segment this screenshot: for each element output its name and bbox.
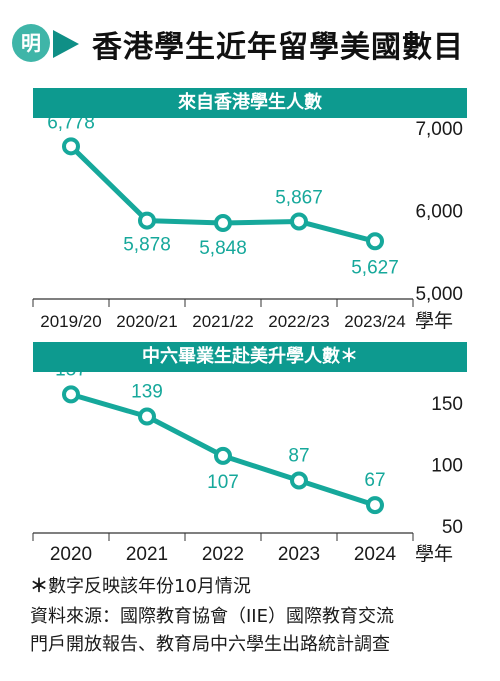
c1-data-label: 6,778 (47, 118, 95, 133)
c2-data-point (214, 446, 232, 465)
logo-icon: 明 (12, 24, 50, 62)
c2-x-tick-label: 2024 (354, 544, 397, 565)
c2-data-label: 67 (364, 470, 385, 491)
c1-data-label: 5,878 (123, 235, 171, 256)
c2-data-label: 139 (131, 382, 163, 403)
c1-x-tick-label: 2020/21 (116, 312, 177, 331)
chart1-title: 來自香港學生人數 (33, 88, 467, 118)
c2-x-tick-label: 2023 (278, 544, 320, 565)
c2-data-point (62, 385, 80, 404)
c2-data-point (366, 496, 384, 515)
header: 明 香港學生近年留學美國數目 (0, 0, 500, 84)
c1-x-tick-label: 2021/22 (192, 312, 253, 331)
c1-x-tick-label: 2023/24 (344, 312, 405, 331)
c1-data-point (290, 212, 308, 231)
c1-x-axis-label: 學年 (415, 310, 453, 332)
c1-data-label: 5,848 (199, 238, 247, 259)
c1-ytick-label: 5,000 (415, 284, 463, 305)
c2-x-axis-label: 學年 (415, 543, 453, 565)
c2-x-tick-label: 2022 (202, 544, 244, 565)
c1-data-label: 5,627 (351, 257, 399, 278)
chart-s6-graduates: 150 100 50 2020 2021 2022 2023 2024 學年 157 139 107 8… (32, 372, 463, 565)
c1-ytick-label: 7,000 (415, 119, 463, 140)
c2-data-point (290, 471, 308, 490)
c1-data-label: 5,867 (275, 187, 323, 208)
c1-data-point (138, 211, 156, 230)
page-title: 香港學生近年留學美國數目 (92, 30, 464, 65)
c1-data-point (62, 137, 80, 156)
c2-data-point (138, 407, 156, 426)
source-line-2: 門戶開放報告、教育局中六學生出路統計調查 (30, 634, 390, 655)
footnote-star: ＊ (30, 576, 48, 597)
source-line-1: 資料來源：國際教育協會（IIE）國際教育交流 (30, 606, 394, 627)
c2-ytick-label: 50 (442, 517, 463, 538)
c2-data-label: 87 (288, 445, 309, 466)
c1-data-point (366, 232, 384, 251)
c1-ytick-label: 6,000 (415, 202, 463, 223)
c2-x-tick-label: 2020 (50, 544, 92, 565)
c2-x-tick-label: 2021 (126, 544, 168, 565)
footnote-note: ＊數字反映該年份10月情況 (30, 572, 251, 598)
c1-x-tick-label: 2022/23 (268, 312, 329, 331)
c2-ytick-label: 150 (431, 394, 463, 415)
c2-ytick-label: 100 (431, 456, 463, 477)
footnote-note-text: 數字反映該年份10月情況 (48, 576, 251, 597)
c1-x-tick-label: 2019/20 (40, 312, 101, 331)
c2-data-label: 157 (55, 372, 87, 380)
chart2-title: 中六畢業生赴美升學人數＊ (33, 342, 467, 372)
c1-data-point (214, 214, 232, 233)
c2-data-label: 107 (207, 472, 239, 493)
chart-hk-students: 7,000 6,000 5,000 2019/20 2020/21 2021/22 2022… (32, 118, 463, 332)
logo-arrow-icon (53, 30, 79, 58)
